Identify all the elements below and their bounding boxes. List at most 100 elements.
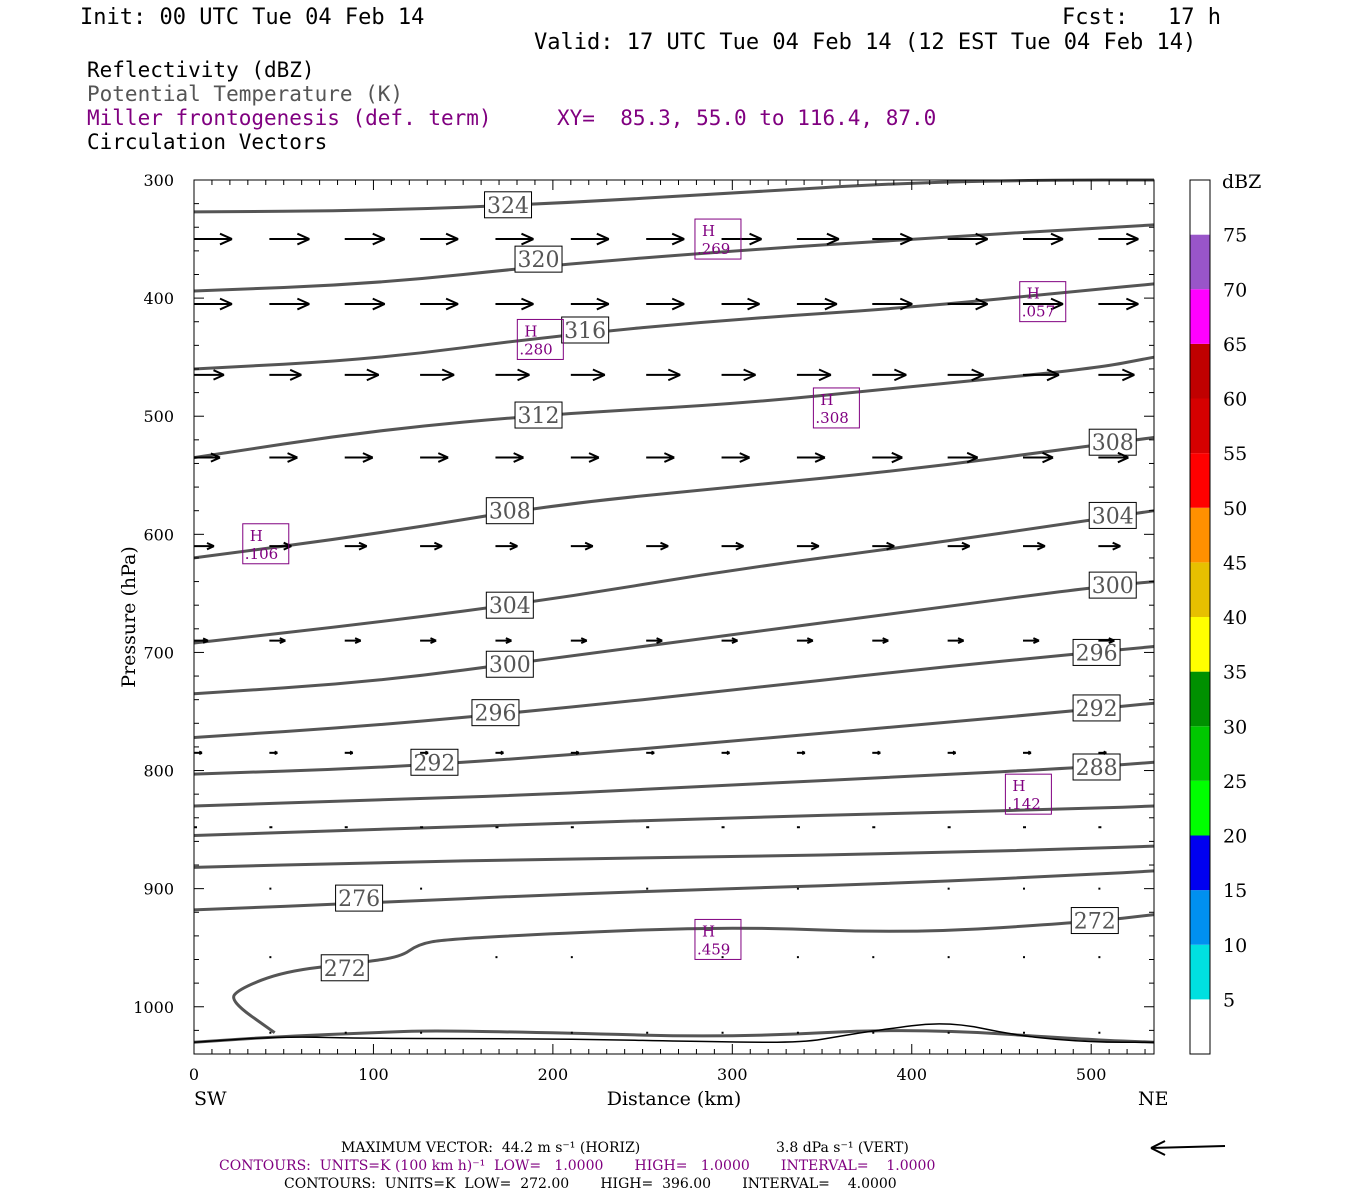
theta-label-300: 300 [1092, 574, 1134, 599]
vector-head [1036, 541, 1046, 551]
colorbar: 5 10 15 20 25 30 35 40 45 50 55 60 65 70 75 dBZ [1189, 171, 1261, 1055]
theta-contour-272-upper [232, 913, 1155, 1034]
colorbar-label: 35 [1223, 662, 1247, 684]
theta-label-316: 316 [564, 319, 606, 344]
theta-contour-304 [193, 509, 1155, 645]
vector-head [747, 297, 760, 311]
theta-label-272-box [1070, 907, 1119, 935]
vector-head [441, 368, 455, 382]
vector-head [660, 541, 669, 551]
colorbar-swatch [1190, 617, 1210, 672]
theta-label-296-box [471, 699, 520, 727]
vector-head [671, 297, 685, 311]
theta-label-304-box [1088, 501, 1137, 529]
vector-head [735, 541, 744, 551]
theta-contour-300 [193, 580, 1155, 696]
vector-head [1042, 451, 1054, 464]
vector-head [886, 541, 895, 551]
vector-head [824, 297, 838, 311]
vector-head [952, 750, 957, 755]
x-tick-label: 100 [358, 1065, 389, 1084]
vector-head [279, 637, 286, 645]
colorbar-label: 30 [1223, 716, 1247, 738]
valid-time: Valid: 17 UTC Tue 04 Feb 14 (12 EST Tue … [534, 30, 1197, 55]
vector-head [975, 297, 989, 311]
vector-head [1103, 750, 1107, 755]
theta-label-300: 300 [489, 653, 531, 678]
vector-head [957, 637, 965, 645]
init-time: Init: 00 UTC Tue 04 Feb 14 [80, 5, 425, 30]
y-tick-label: 900 [143, 880, 174, 899]
vector-head [899, 232, 913, 246]
theta-label-312: 312 [518, 404, 560, 429]
vector-head [1046, 368, 1060, 382]
miller-high-value: .106 [245, 545, 278, 563]
vector-head [650, 750, 655, 755]
vector-head [877, 750, 881, 755]
colorbar-label: 40 [1223, 607, 1247, 629]
theta-label-288: 288 [1076, 756, 1118, 781]
theta-contour-316 [193, 282, 1155, 371]
colorbar-label: 60 [1223, 389, 1247, 411]
field-circulation-vectors: Circulation Vectors [87, 130, 328, 154]
vector-head [739, 452, 750, 463]
vector-head [445, 232, 459, 246]
vector-head [596, 297, 610, 311]
vector-head [289, 368, 302, 381]
colorbar-swatch [1190, 835, 1210, 891]
colorbar-title: dBZ [1222, 171, 1261, 193]
vector-head [358, 541, 368, 551]
theta-label-292-box [1072, 694, 1121, 722]
vector-head [366, 368, 380, 382]
theta-label-316-box [561, 316, 610, 344]
theta-label-304: 304 [489, 594, 531, 619]
vector-head [372, 232, 386, 246]
y-tick-label: 800 [143, 762, 174, 781]
theta-label-304-box [485, 591, 534, 619]
miller-high-label: H [1012, 777, 1025, 795]
vector-head [274, 750, 278, 755]
max-vector-horiz: MAXIMUM VECTOR: 44.2 m s⁻¹ (HORIZ) [341, 1140, 641, 1156]
left-end-label: SW [194, 1088, 227, 1110]
vector-head [513, 452, 524, 463]
vector-head [656, 637, 663, 645]
vector-head [509, 541, 518, 551]
theta-contour-320 [193, 223, 1155, 293]
field-reflectivity: Reflectivity (dBZ) [87, 58, 315, 82]
theta-label-276: 276 [338, 887, 380, 912]
vector-head [424, 750, 429, 755]
vector-head [584, 541, 594, 551]
vector-head [899, 297, 913, 311]
theta-label-304: 304 [1092, 504, 1134, 529]
miller-high-box [516, 318, 564, 360]
plot-frame [193, 179, 1155, 1055]
theta-contour-308 [193, 436, 1155, 560]
colorbar-swatch [1190, 180, 1210, 235]
theta-label-288-box [1072, 753, 1121, 781]
theta-label-308-box [485, 497, 534, 525]
y-tick-label: 300 [143, 171, 174, 190]
vector-head [1125, 297, 1139, 311]
circulation-vectors [194, 232, 1139, 1034]
terrain-line [193, 1023, 1154, 1043]
colorbar-swatch [1190, 671, 1210, 727]
vector-head [437, 452, 449, 463]
colorbar-label: 25 [1223, 771, 1247, 793]
miller-high-label: H [250, 527, 263, 545]
vector-head [210, 452, 221, 463]
vector-head [1032, 637, 1040, 645]
colorbar-swatch [1190, 343, 1210, 399]
theta-contour-280 [193, 844, 1155, 869]
theta-label-312-box [514, 401, 563, 429]
theta-contour-284 [193, 804, 1155, 837]
y-tick-label: 400 [143, 289, 174, 308]
reference-vector-arrow [1150, 1140, 1226, 1156]
theta-label-292: 292 [1076, 697, 1118, 722]
vector-head [219, 297, 233, 311]
theta-label-308: 308 [489, 500, 531, 525]
colorbar-label: 55 [1223, 443, 1247, 465]
colorbar-label: 45 [1223, 552, 1247, 574]
y-tick-label: 1000 [133, 998, 174, 1017]
vector-head [372, 297, 386, 311]
colorbar-swatch [1190, 398, 1210, 454]
